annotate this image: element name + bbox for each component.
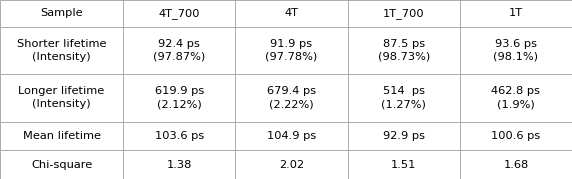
Text: 104.9 ps: 104.9 ps <box>267 131 316 141</box>
Text: 514  ps
(1.27%): 514 ps (1.27%) <box>381 86 426 109</box>
Text: Mean lifetime: Mean lifetime <box>22 131 101 141</box>
Text: Longer lifetime
(Intensity): Longer lifetime (Intensity) <box>18 86 105 109</box>
Text: 4T_700: 4T_700 <box>158 8 200 19</box>
Text: 679.4 ps
(2.22%): 679.4 ps (2.22%) <box>267 86 316 109</box>
Text: 4T: 4T <box>284 8 299 18</box>
Text: 93.6 ps
(98.1%): 93.6 ps (98.1%) <box>494 39 538 62</box>
Text: 462.8 ps
(1.9%): 462.8 ps (1.9%) <box>491 86 541 109</box>
Text: 91.9 ps
(97.78%): 91.9 ps (97.78%) <box>265 39 317 62</box>
Text: 1T: 1T <box>509 8 523 18</box>
Text: 92.9 ps: 92.9 ps <box>383 131 424 141</box>
Text: 1.38: 1.38 <box>166 160 192 170</box>
Text: 1.51: 1.51 <box>391 160 416 170</box>
Text: 2.02: 2.02 <box>279 160 304 170</box>
Text: Chi-square: Chi-square <box>31 160 92 170</box>
Text: Sample: Sample <box>40 8 83 18</box>
Text: 92.4 ps
(97.87%): 92.4 ps (97.87%) <box>153 39 205 62</box>
Text: 619.9 ps
(2.12%): 619.9 ps (2.12%) <box>154 86 204 109</box>
Text: 1T_700: 1T_700 <box>383 8 424 19</box>
Text: 103.6 ps: 103.6 ps <box>154 131 204 141</box>
Text: 87.5 ps
(98.73%): 87.5 ps (98.73%) <box>378 39 430 62</box>
Text: Shorter lifetime
(Intensity): Shorter lifetime (Intensity) <box>17 39 106 62</box>
Text: 100.6 ps: 100.6 ps <box>491 131 541 141</box>
Text: 1.68: 1.68 <box>503 160 529 170</box>
